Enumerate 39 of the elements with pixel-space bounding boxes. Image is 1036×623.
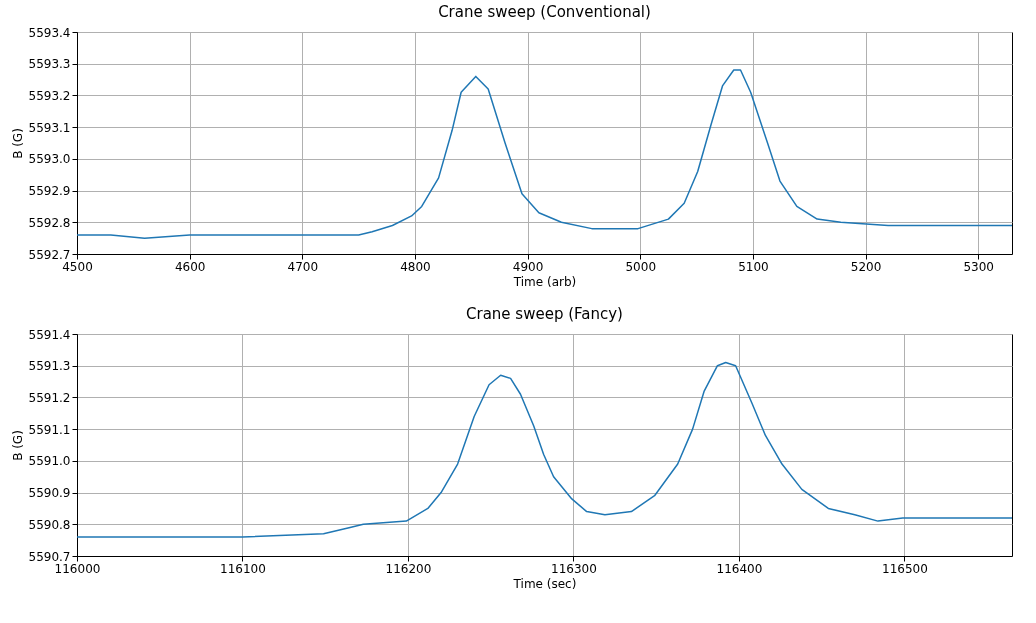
- x-tick-label: 116400: [716, 561, 763, 576]
- x-tick-label: 4800: [400, 259, 431, 274]
- line-series: [77, 69, 1012, 239]
- x-tick-label: 5300: [963, 259, 994, 274]
- y-axis-title: B (G): [10, 430, 25, 461]
- x-tick-label: 4600: [174, 259, 206, 274]
- x-axis-title: Time (sec): [512, 576, 577, 591]
- y-tick-label: 5591.1: [28, 422, 71, 437]
- x-tick-label: 5200: [850, 259, 882, 274]
- x-tick-label: 5000: [625, 259, 657, 274]
- y-tick-label: 5591.0: [28, 454, 71, 469]
- x-tick-label: 4700: [287, 259, 319, 274]
- chart-title: Crane sweep (Fancy): [466, 305, 623, 323]
- x-tick-label: 116300: [551, 561, 597, 576]
- x-tick-label: 4900: [512, 259, 544, 274]
- y-tick-label: 5592.9: [28, 184, 71, 199]
- x-tick-label: 5100: [738, 259, 769, 274]
- y-tick-label: 5592.8: [28, 215, 71, 230]
- y-tick-label: 5591.2: [28, 390, 71, 405]
- x-tick-label: 116000: [54, 561, 101, 576]
- chart-title: Crane sweep (Conventional): [438, 3, 651, 21]
- y-tick-label: 5590.9: [28, 486, 71, 501]
- y-tick-label: 5590.7: [28, 549, 71, 564]
- line-series: [77, 361, 1012, 538]
- y-tick-label: 5592.7: [28, 247, 71, 262]
- y-tick-label: 5590.8: [28, 517, 71, 532]
- y-tick-label: 5591.4: [28, 327, 71, 342]
- y-tick-label: 5593.0: [28, 152, 71, 167]
- x-tick-label: 116100: [220, 561, 266, 576]
- x-tick-label: 4500: [62, 259, 93, 274]
- y-tick-label: 5591.3: [28, 359, 71, 374]
- y-tick-label: 5593.1: [28, 120, 71, 135]
- y-tick-label: 5593.4: [28, 25, 71, 40]
- x-tick-label: 116200: [385, 561, 432, 576]
- y-tick-label: 5593.2: [28, 88, 71, 103]
- x-tick-label: 116500: [882, 561, 928, 576]
- x-axis-title: Time (arb): [512, 274, 577, 289]
- y-tick-label: 5593.3: [28, 57, 71, 72]
- y-axis-title: B (G): [10, 128, 25, 159]
